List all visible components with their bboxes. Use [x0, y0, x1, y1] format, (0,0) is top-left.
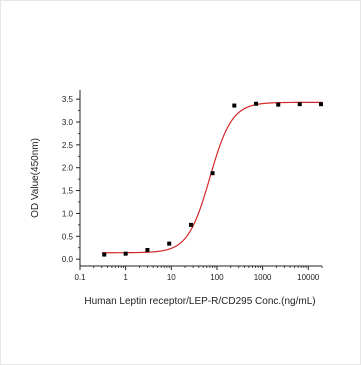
data-point: [188, 222, 193, 227]
y-tick-label: 2.5: [62, 141, 74, 150]
data-point: [254, 101, 259, 106]
x-axis-title: Human Leptin receptor/LEP-R/CD295 Conc.(…: [84, 296, 315, 307]
data-point: [318, 102, 323, 107]
data-point: [210, 171, 215, 176]
fit-curve-layer: [101, 101, 322, 254]
data-point: [232, 103, 237, 108]
y-tick-label: 2.0: [62, 164, 74, 173]
data-point: [123, 251, 128, 256]
data-point: [167, 241, 172, 246]
x-tick-label: 0.1: [74, 273, 86, 282]
x-tick-label: 1: [123, 273, 128, 282]
y-tick-label: 1.0: [62, 209, 74, 218]
data-points-layer: [102, 101, 323, 257]
x-tick-label: 10: [167, 273, 176, 282]
data-point: [145, 248, 150, 252]
y-tick-label: 3.5: [62, 95, 74, 104]
y-tick-label: 1.5: [62, 187, 74, 196]
data-point: [102, 252, 107, 257]
y-axis-title: OD Value(450nm): [30, 138, 41, 218]
x-tick-label: 100: [210, 273, 224, 282]
x-tick-label: 1000: [254, 273, 272, 282]
y-tick-label: 0.5: [62, 232, 74, 241]
x-tick-label: 10000: [297, 273, 320, 282]
fit-curve-line: [101, 101, 322, 254]
y-tick-label: 0.0: [62, 255, 74, 264]
y-tick-label: 3.0: [62, 118, 74, 127]
data-point: [297, 102, 302, 107]
axis-ticks: 0.1 1 10 100 1000 10000 0.0 0.5 1.0 1.5 2.0 2.5 3.0 3…: [62, 95, 323, 282]
data-point: [276, 102, 281, 107]
